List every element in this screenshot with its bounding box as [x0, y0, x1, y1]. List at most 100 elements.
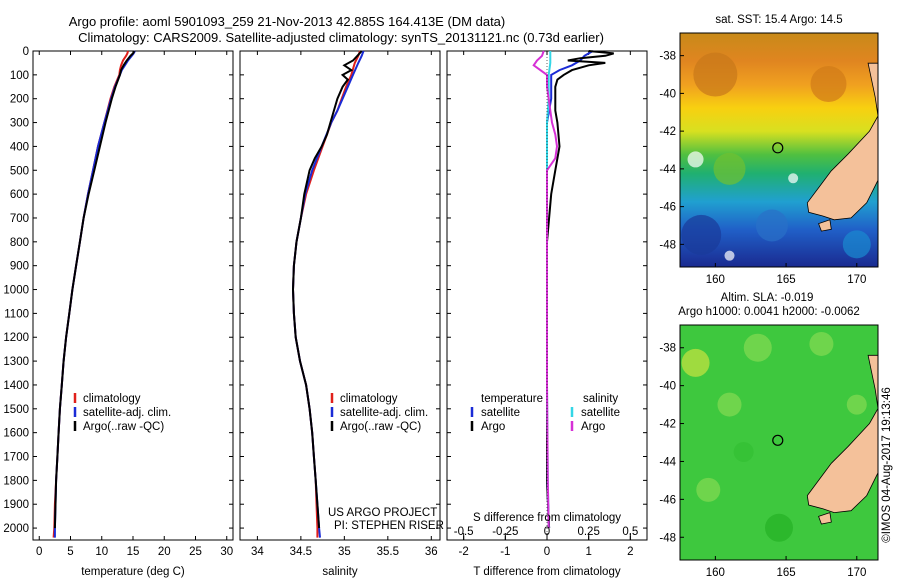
x-tick-label: 1 [585, 546, 591, 558]
x2-tick-label: 0.5 [622, 526, 638, 538]
sla-map-panel: 160 165 170 -38 -40 -42 -44 -46 -48 Altim. SLA: -… [659, 292, 879, 579]
difference-panel: -2 -1 0 1 2 T difference from climatology -0.5… [446, 50, 648, 578]
legend-entry: Argo [481, 421, 505, 433]
x-tick-label: 160 [706, 274, 725, 286]
y-tick-label: 700 [10, 213, 29, 225]
y-tick-label: 1200 [3, 332, 29, 344]
copyright-label: ©IMOS 04-Aug-2017 19:13:46 [881, 387, 893, 543]
map-title: sat. SST: 15.4 Argo: 14.5 [715, 14, 842, 26]
sla-blotch [696, 477, 721, 502]
map-title: Altim. SLA: -0.019 [721, 292, 814, 304]
y-tick-label: -40 [659, 381, 676, 393]
map-frame [679, 324, 879, 561]
land-south-island [806, 62, 878, 221]
sla-blotch [717, 392, 742, 417]
y-tick-label: 900 [10, 261, 29, 273]
credit-line-2: PI: STEPHEN RISER [334, 520, 444, 532]
sst-blotch [788, 173, 799, 184]
y-tick-label: -42 [659, 419, 676, 431]
y-tick-label: 1400 [3, 380, 29, 392]
plot-frame [32, 50, 234, 541]
x-tick-label: 10 [95, 546, 108, 558]
legend-entry: climatology [83, 393, 141, 405]
y-tick-label: 800 [10, 237, 29, 249]
temperature-panel: 0100200300400500600700800900100011001200… [3, 46, 234, 578]
sst-map-panel: 160 165 170 -38 -40 -42 -44 -46 -48 sat. SST: 15.… [659, 14, 879, 286]
sst-blotch [810, 65, 847, 102]
y-tick-label: 1000 [3, 285, 29, 297]
legend-entry: Argo(..raw -QC) [340, 421, 421, 433]
land-stewart-island [818, 219, 832, 232]
x-tick-label: 35 [338, 546, 351, 558]
sst-blotch [713, 152, 746, 185]
x2-tick-label: -0.25 [492, 526, 518, 538]
y-tick-label: 1800 [3, 475, 29, 487]
land-stewart-island [818, 512, 832, 525]
x-axis-label: temperature (deg C) [81, 566, 185, 578]
y-tick-label: 1500 [3, 404, 29, 416]
x-tick-label: 165 [776, 567, 795, 579]
credit-line-1: US ARGO PROJECT [328, 507, 437, 519]
y-tick-label: -40 [659, 88, 676, 100]
argo-location-marker [772, 142, 784, 154]
x-tick-label: 5 [67, 546, 73, 558]
sla-blotch [809, 331, 834, 356]
y-tick-label: -46 [659, 202, 676, 214]
y-tick-label: -38 [659, 51, 676, 63]
x-tick-label: 170 [847, 567, 866, 579]
x-tick-label: 0 [544, 546, 550, 558]
x2-tick-label: 0 [544, 526, 550, 538]
y-tick-label: -48 [659, 239, 676, 251]
y-tick-label: -44 [659, 164, 676, 176]
y-tick-label: -46 [659, 494, 676, 506]
land-south-island [806, 354, 878, 514]
y-tick-label: -38 [659, 343, 676, 355]
y-tick-label: 1600 [3, 428, 29, 440]
y-tick-label: -44 [659, 456, 676, 468]
map-frame [679, 32, 879, 268]
plot-frame [239, 50, 441, 541]
sst-blotch [681, 214, 722, 255]
sst-blotch [693, 52, 738, 97]
x-tick-label: 25 [189, 546, 202, 558]
x-axis-label: salinity [322, 566, 357, 578]
sla-blotch [743, 333, 772, 362]
salinity-panel: 34 34.5 35 35.5 36 salinity climatology satelli… [239, 50, 441, 578]
x-tick-label: 170 [847, 274, 866, 286]
y-tick-label: 200 [10, 94, 29, 106]
x-tick-label: 34 [251, 546, 264, 558]
legend-title-salinity: salinity [583, 393, 618, 405]
x-axis-label: T difference from climatology [473, 566, 620, 578]
x-tick-label: -1 [500, 546, 510, 558]
header-line-1: Argo profile: aoml 5901093_259 21-Nov-20… [69, 14, 506, 29]
legend-entry: climatology [340, 393, 398, 405]
legend-entry: satellite [481, 407, 520, 419]
x-tick-label: 36 [425, 546, 438, 558]
legend-entry: satellite-adj. clim. [340, 407, 428, 419]
x2-tick-label: 0.25 [577, 526, 599, 538]
y-tick-label: 1300 [3, 356, 29, 368]
x-tick-label: 20 [158, 546, 171, 558]
legend-entry: satellite [581, 407, 620, 419]
y-tick-label: 1100 [4, 308, 29, 320]
sla-blotch [765, 513, 793, 542]
sst-blotch [724, 250, 735, 261]
y-tick-label: 400 [10, 141, 29, 153]
x2-tick-label: -0.5 [454, 526, 474, 538]
series-line-argo-raw-qc- [53, 50, 136, 529]
map-subtitle: Argo h1000: 0.0041 h2000: -0.0062 [678, 306, 860, 318]
y-tick-label: -42 [659, 126, 676, 138]
sst-blotch [755, 209, 788, 242]
sst-blotch [687, 151, 704, 168]
header-line-2: Climatology: CARS2009. Satellite-adjuste… [78, 30, 604, 45]
sst-blotch [842, 230, 871, 259]
x-tick-label: 34.5 [290, 546, 312, 558]
y-tick-label: 100 [10, 70, 29, 82]
x-tick-label: 160 [706, 567, 725, 579]
y-tick-label: 300 [10, 118, 29, 130]
legend-title-temperature: temperature [481, 393, 543, 405]
sla-blotch [846, 394, 867, 415]
x2-axis-label: S difference from climatology [473, 512, 621, 524]
x-tick-label: -2 [459, 546, 469, 558]
